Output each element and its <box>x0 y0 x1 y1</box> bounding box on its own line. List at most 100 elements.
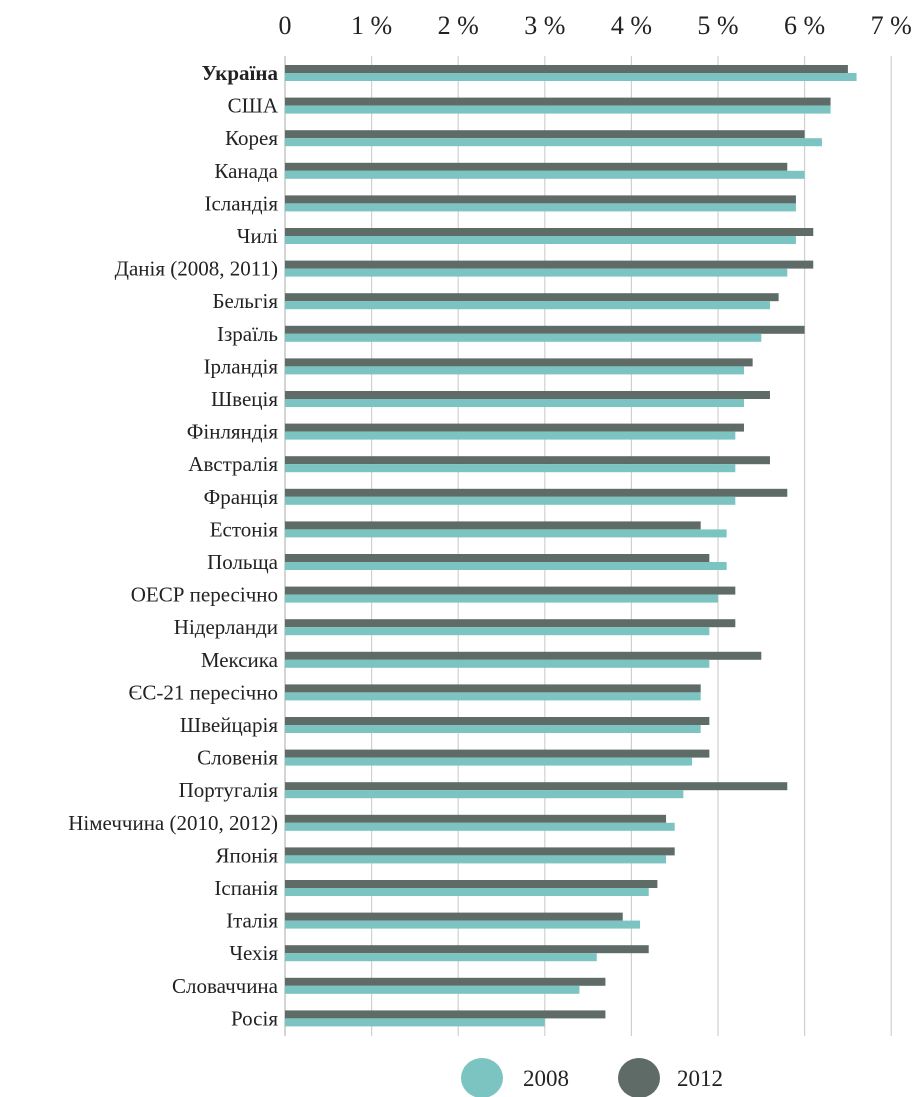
bar-2008-португалія <box>285 790 684 799</box>
bar-2012-канада <box>285 162 788 171</box>
bar-2008-словенія <box>285 757 693 766</box>
category-label-бельгія: Бельгія <box>212 289 278 313</box>
bar-2012-швейцарія <box>285 717 710 725</box>
bar-2008-австралія <box>285 464 736 473</box>
bar-2008-чехія <box>285 953 597 962</box>
bar-2008-ісландія <box>285 203 796 212</box>
category-labels: Україна США Корея Канада Ісландія Чилі Данія (… <box>68 61 279 1030</box>
legend-label-2012: 2012 <box>677 1066 723 1091</box>
bar-2008-бельгія <box>285 301 770 310</box>
category-label-єс-21-пересічно: ЄС-21 пересічно <box>129 680 278 704</box>
bar-2008-мексика <box>285 659 710 668</box>
category-label-росія: Росія <box>231 1006 278 1030</box>
bar-2012-італія <box>285 912 623 921</box>
category-label-оеср-пересічно: ОЕСР пересічно <box>131 583 278 607</box>
x-axis-ticks: 0 1 % 2 % 3 % 4 % 5 % 6 % 7 % <box>279 11 912 40</box>
legend-label-2008: 2008 <box>523 1066 569 1091</box>
category-label-нідерланди: Нідерланди <box>174 615 278 639</box>
category-label-україна: Україна <box>202 61 279 85</box>
bar-2012-словенія <box>285 749 710 758</box>
bar-2012-бельгія <box>285 293 779 302</box>
bar-2008-іспанія <box>285 888 649 896</box>
bar-2008-швеція <box>285 399 744 407</box>
bar-2008-італія <box>285 920 641 929</box>
bar-2012-швеція <box>285 391 770 399</box>
x-tick-label-4: 4 % <box>611 11 652 40</box>
bar-2012-німеччина-2010-2012 <box>285 814 667 823</box>
bar-2008-канада <box>285 170 805 179</box>
category-label-словаччина: Словаччина <box>172 974 279 998</box>
bar-2008-ірландія <box>285 366 744 375</box>
category-label-естонія: Естонія <box>210 517 279 541</box>
x-tick-label-7: 7 % <box>871 11 912 40</box>
category-label-японія: Японія <box>216 843 279 867</box>
category-label-швейцарія: Швейцарія <box>180 713 278 737</box>
category-label-корея: Корея <box>225 126 278 150</box>
bar-2008-японія <box>285 855 667 864</box>
bar-2012-мексика <box>285 651 762 660</box>
bar-2012-ісландія <box>285 195 796 204</box>
category-label-сша: США <box>228 94 279 118</box>
bar-2008-франція <box>285 496 736 505</box>
x-tick-label-1: 1 % <box>351 11 392 40</box>
bar-2008-швейцарія <box>285 725 701 733</box>
x-tick-label-3: 3 % <box>524 11 565 40</box>
bar-2012-оеср-пересічно <box>285 586 736 595</box>
legend-swatch-2012 <box>618 1058 660 1097</box>
bar-2008-естонія <box>285 529 727 538</box>
bar-2012-франція <box>285 488 788 497</box>
bar-2008-словаччина <box>285 985 580 994</box>
category-label-ісландія: Ісландія <box>204 191 278 215</box>
bar-2012-португалія <box>285 782 788 791</box>
category-label-швеція: Швеція <box>211 387 278 411</box>
category-label-франція: Франція <box>204 485 279 509</box>
bar-2012-ірландія <box>285 358 753 367</box>
bar-2012-україна <box>285 65 848 73</box>
bar-2012-ізраїль <box>285 325 805 334</box>
bar-2008-росія <box>285 1018 545 1027</box>
bar-2008-єс-21-пересічно <box>285 692 701 701</box>
x-tick-label-6: 6 % <box>784 11 825 40</box>
bar-2008-фінляндія <box>285 431 736 440</box>
bar-2008-польща <box>285 562 727 570</box>
category-label-чилі: Чилі <box>237 224 278 248</box>
category-label-словенія: Словенія <box>197 746 278 770</box>
bar-2012-фінляндія <box>285 423 744 432</box>
category-label-португалія: Португалія <box>179 778 279 802</box>
bar-2012-корея <box>285 130 805 139</box>
bar-2012-сша <box>285 97 831 106</box>
bar-2008-ізраїль <box>285 333 762 342</box>
bar-2012-іспанія <box>285 880 658 888</box>
bar-2008-чилі <box>285 236 796 244</box>
category-label-мексика: Мексика <box>201 648 279 672</box>
bar-2012-японія <box>285 847 675 856</box>
bar-2008-німеччина-2010-2012 <box>285 822 675 831</box>
bar-2012-чилі <box>285 228 814 236</box>
category-label-польща: Польща <box>207 550 279 574</box>
bar-2012-єс-21-пересічно <box>285 684 701 693</box>
category-label-ізраїль: Ізраїль <box>217 322 278 346</box>
category-label-данія-2008-2011: Данія (2008, 2011) <box>115 257 278 281</box>
gridlines <box>284 56 892 1036</box>
bar-2012-чехія <box>285 945 649 954</box>
bar-2008-корея <box>285 138 822 147</box>
category-label-італія: Італія <box>226 909 278 933</box>
bar-2012-нідерланди <box>285 619 736 628</box>
category-label-ірландія: Ірландія <box>204 354 279 378</box>
bar-2012-данія-2008-2011 <box>285 260 814 269</box>
legend: 2008 2012 <box>461 1058 723 1097</box>
category-label-канада: Канада <box>214 159 278 183</box>
bar-2012-польща <box>285 554 710 562</box>
category-label-іспанія: Іспанія <box>214 876 278 900</box>
x-tick-label-0: 0 <box>279 11 292 40</box>
legend-swatch-2008 <box>461 1058 503 1097</box>
category-label-австралія: Австралія <box>188 452 278 476</box>
bar-2012-австралія <box>285 456 770 465</box>
x-tick-label-2: 2 % <box>438 11 479 40</box>
bar-2008-нідерланди <box>285 627 710 636</box>
category-label-фінляндія: Фінляндія <box>187 420 279 444</box>
category-label-чехія: Чехія <box>229 941 278 965</box>
bar-2012-словаччина <box>285 977 606 986</box>
bars <box>285 65 857 1027</box>
